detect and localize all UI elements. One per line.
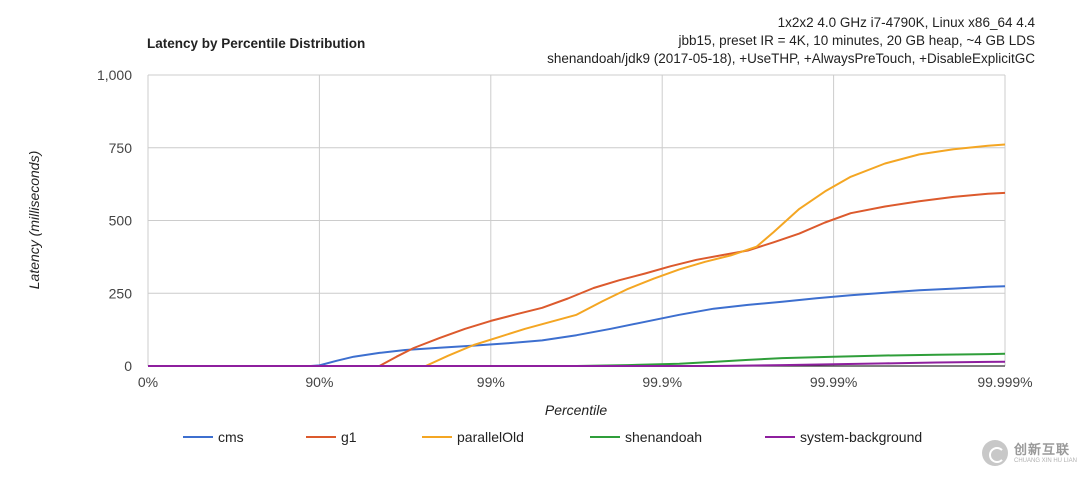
chart-title: Latency by Percentile Distribution [147, 36, 365, 51]
x-tick-label: 99.99% [810, 374, 857, 390]
series-line-g1 [148, 191, 1006, 367]
x-axis-label: Percentile [545, 402, 607, 418]
watermark: 创新互联 CHUANG XIN HU LIAN [982, 440, 1077, 466]
chart-subtitle-line-2: jbb15, preset IR = 4K, 10 minutes, 20 GB… [678, 33, 1035, 48]
series-line-cms [148, 285, 1006, 367]
legend-label-system-background: system-background [800, 429, 922, 445]
chart-subtitle-line-1: 1x2x2 4.0 GHz i7-4790K, Linux x86_64 4.4 [778, 15, 1036, 30]
watermark-logo-icon [982, 440, 1008, 466]
y-tick-label: 500 [109, 213, 133, 229]
legend-label-parallelOld: parallelOld [457, 429, 524, 445]
grid [147, 74, 1006, 366]
legend-label-cms: cms [218, 429, 244, 445]
series-line-system-background [148, 360, 1006, 367]
legend: cms g1 parallelOld shenandoah system-backgro… [183, 429, 922, 445]
chart-subtitle-line-3: shenandoah/jdk9 (2017-05-18), +UseTHP, +… [547, 51, 1035, 66]
y-tick-label: 0 [124, 358, 132, 374]
y-axis-label: Latency (milliseconds) [26, 151, 42, 290]
series-lines [148, 143, 1006, 367]
y-tick-label: 250 [109, 285, 133, 301]
x-tick-label: 99.9% [642, 374, 682, 390]
watermark-text: 创新互联 [1014, 441, 1071, 457]
watermark-subtext: CHUANG XIN HU LIAN [1014, 457, 1078, 464]
legend-label-g1: g1 [341, 429, 357, 445]
series-line-parallelOld [148, 143, 1006, 367]
axes: 0 250 500 750 1,000 0% 90% 99% 99.9% 99.99% 99.999… [97, 67, 1033, 390]
x-tick-label: 99.999% [977, 374, 1032, 390]
y-tick-label: 1,000 [97, 67, 132, 83]
x-tick-label: 99% [477, 374, 505, 390]
legend-label-shenandoah: shenandoah [625, 429, 702, 445]
y-tick-label: 750 [109, 140, 133, 156]
x-tick-label: 0% [138, 374, 158, 390]
x-tick-label: 90% [305, 374, 333, 390]
